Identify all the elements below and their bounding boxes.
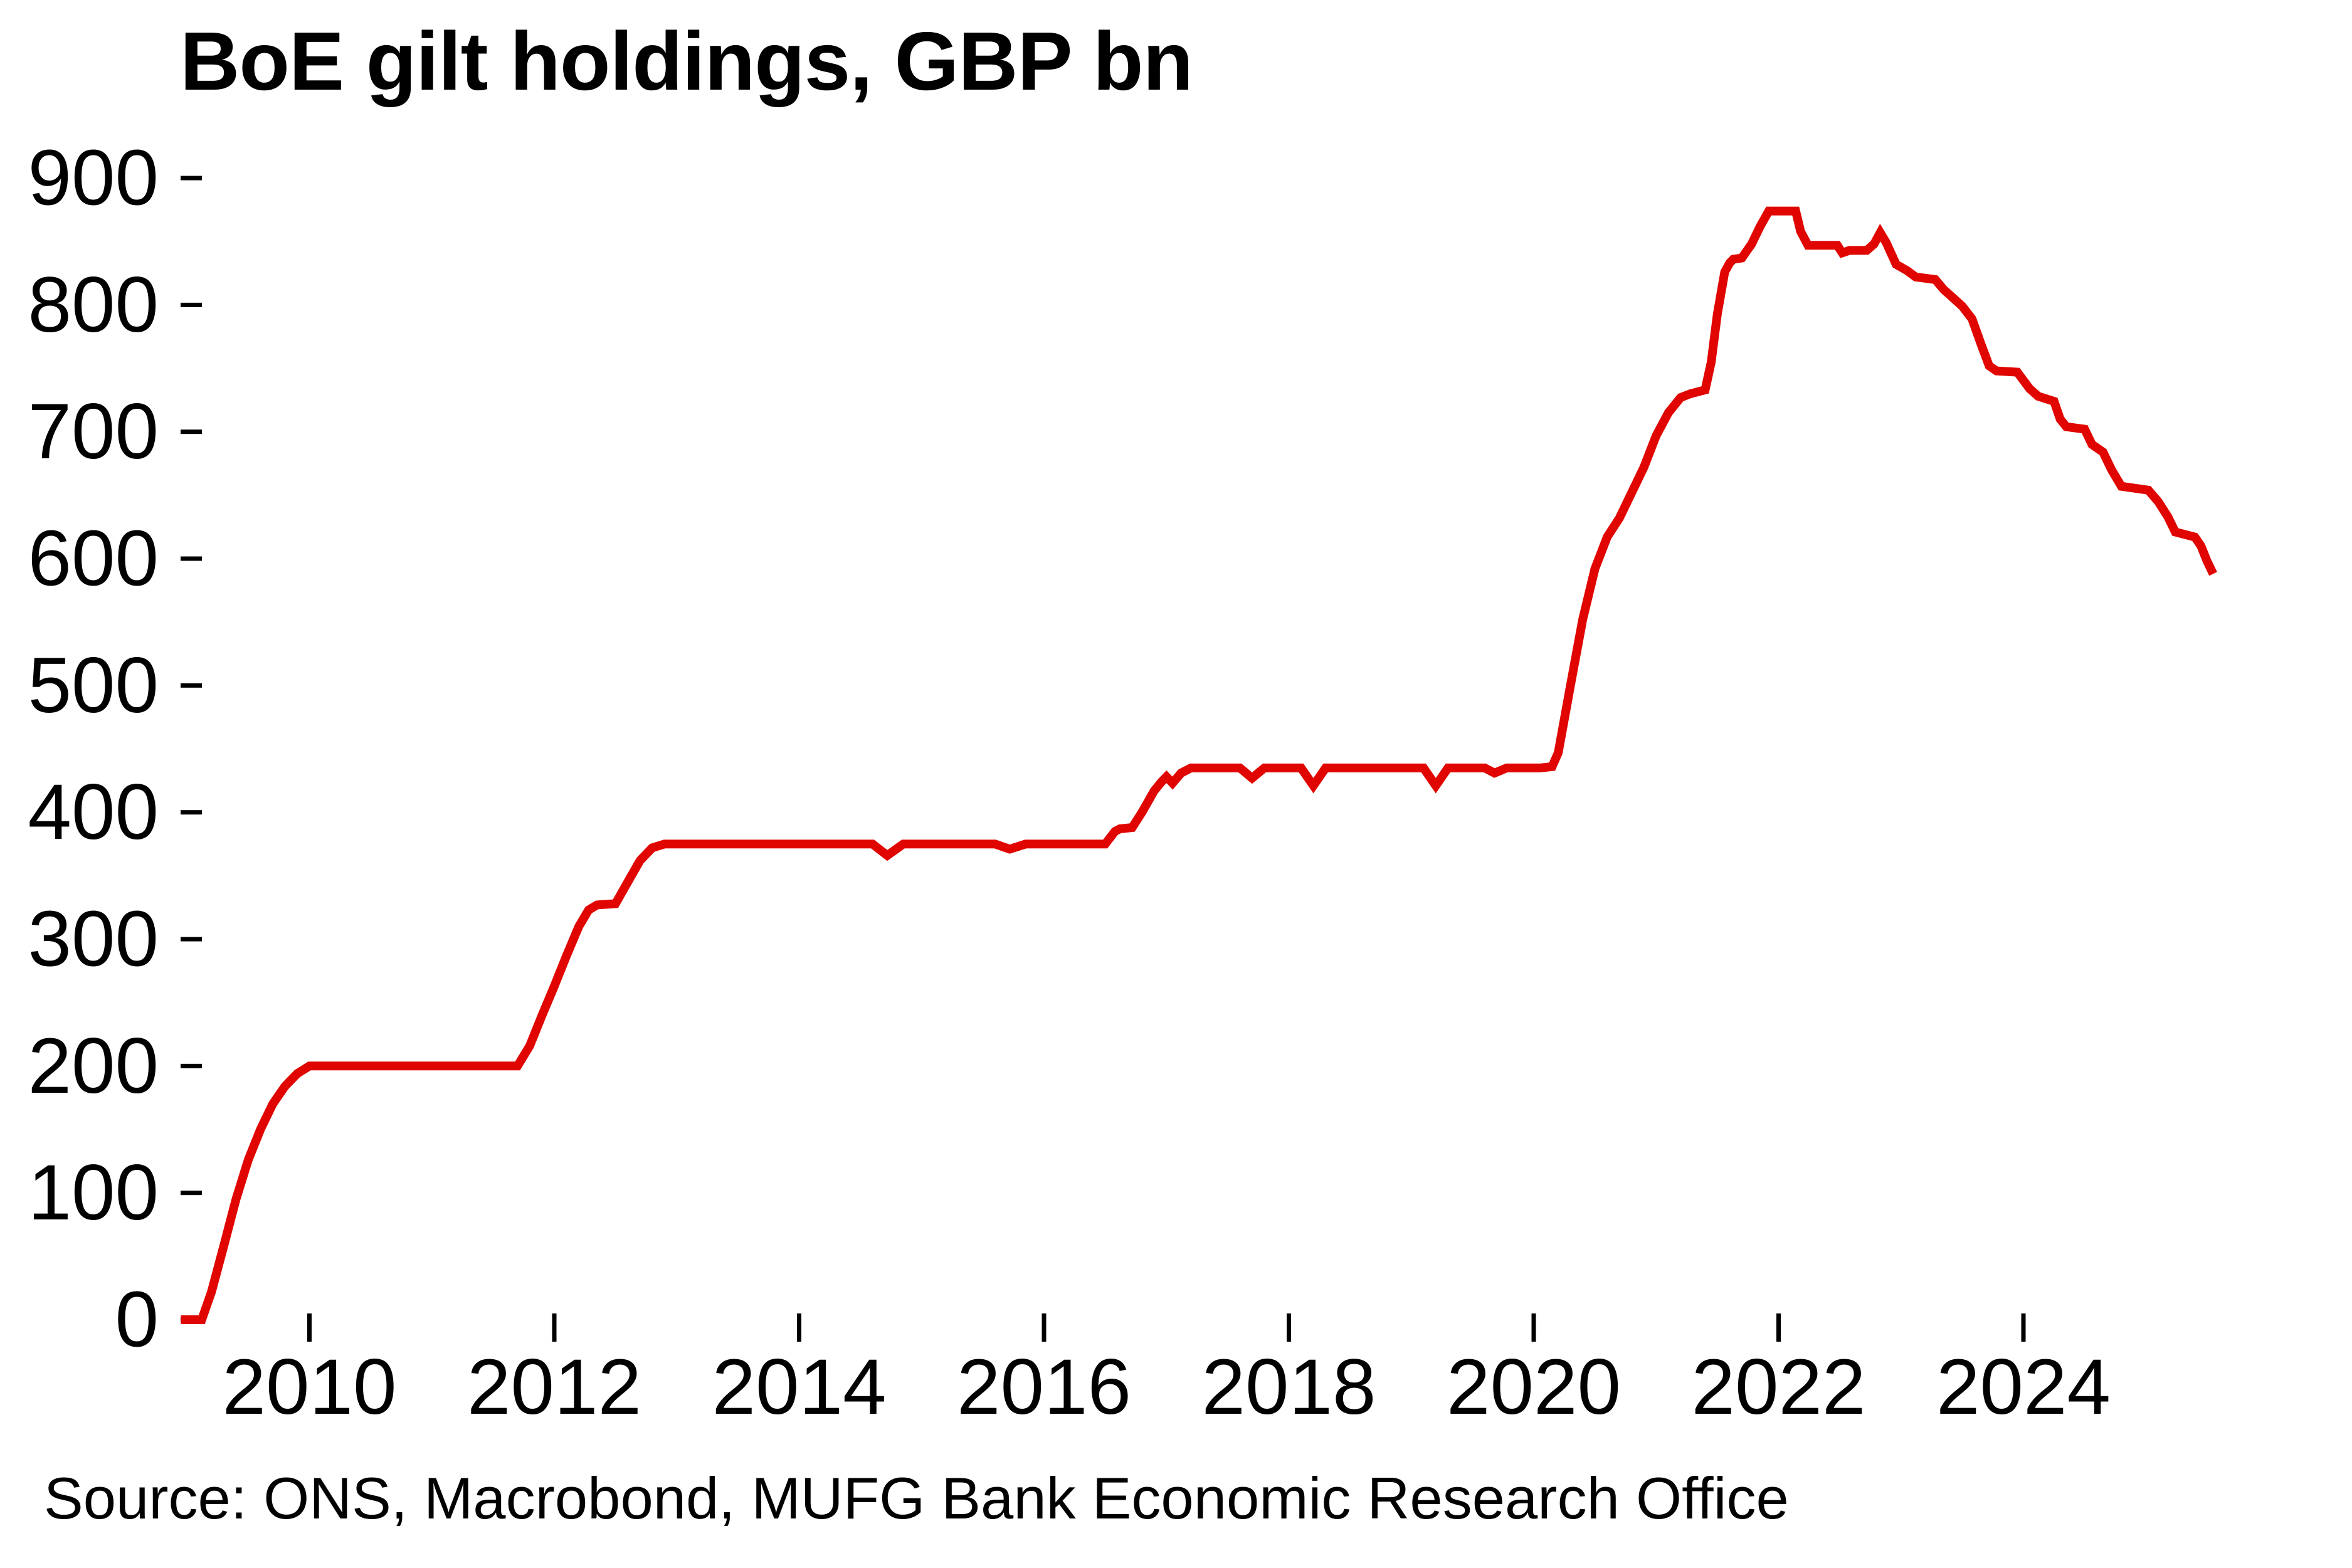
- y-tick-label: 400: [28, 769, 159, 856]
- y-tick: [181, 556, 202, 561]
- y-tick: [181, 429, 202, 434]
- x-tick-label: 2014: [712, 1344, 886, 1431]
- x-tick: [552, 1313, 557, 1342]
- x-tick-label: 2022: [1691, 1344, 1865, 1431]
- y-tick: [181, 176, 202, 181]
- x-tick-label: 2020: [1447, 1344, 1621, 1431]
- x-tick: [307, 1313, 312, 1342]
- x-tick: [1776, 1313, 1781, 1342]
- y-tick: [181, 683, 202, 688]
- y-tick-label: 300: [28, 896, 159, 983]
- y-tick: [181, 937, 202, 942]
- y-tick: [181, 1063, 202, 1068]
- source-note: Source: ONS, Macrobond, MUFG Bank Econom…: [44, 1465, 1789, 1531]
- x-tick: [1531, 1313, 1536, 1342]
- y-tick: [181, 810, 202, 815]
- y-tick-label: 600: [28, 515, 159, 602]
- y-tick-label: 200: [28, 1023, 159, 1110]
- gilt-holdings-line: [181, 206, 2217, 1324]
- y-tick-label: 500: [28, 642, 159, 729]
- y-tick-label: 900: [28, 135, 159, 222]
- y-tick-label: 0: [115, 1276, 159, 1364]
- x-tick-label: 2010: [222, 1344, 396, 1431]
- y-tick-label: 700: [28, 388, 159, 475]
- y-tick-label: 100: [28, 1149, 159, 1236]
- y-tick: [181, 302, 202, 307]
- x-tick: [797, 1313, 801, 1342]
- x-tick: [1287, 1313, 1291, 1342]
- x-tick-label: 2018: [1201, 1344, 1376, 1431]
- x-tick-label: 2016: [957, 1344, 1131, 1431]
- chart-title: BoE gilt holdings, GBP bn: [180, 15, 1193, 107]
- x-tick-label: 2012: [467, 1344, 641, 1431]
- y-tick: [181, 1191, 202, 1196]
- x-tick-label: 2024: [1936, 1344, 2111, 1431]
- y-tick-label: 800: [28, 261, 159, 349]
- x-tick: [1042, 1313, 1047, 1342]
- x-tick: [2021, 1313, 2026, 1342]
